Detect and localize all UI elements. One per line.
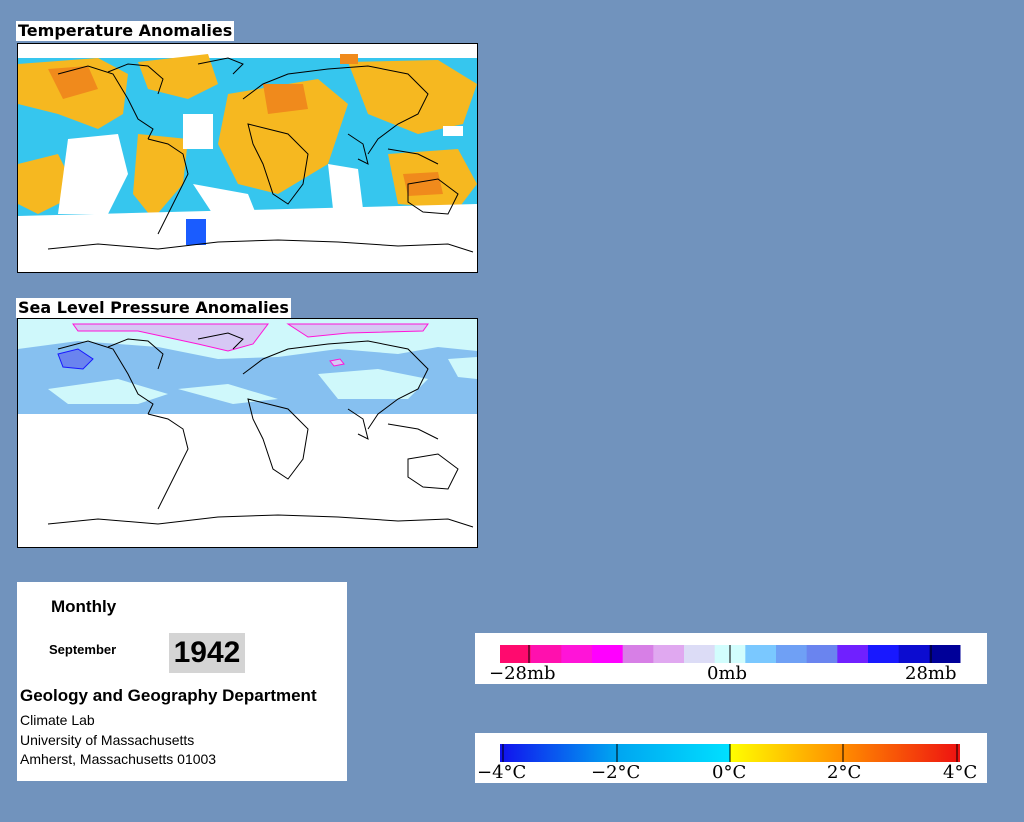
pressure-legend: −28mb 0mb 28mb	[475, 633, 987, 684]
temperature-map-title: Temperature Anomalies	[16, 21, 235, 41]
year-display: 1942	[169, 633, 245, 673]
lab-name: Climate Lab	[20, 712, 95, 728]
pressure-anomaly-map	[17, 318, 478, 548]
strong-cold-anomaly	[186, 219, 206, 245]
pressure-swatch	[684, 645, 716, 663]
pressure-swatch	[776, 645, 808, 663]
high-pressure-areas	[72, 323, 429, 367]
temperature-tick-label: −4°C	[477, 762, 526, 783]
month-label: September	[49, 642, 117, 657]
temperature-legend: −4°C −2°C 0°C 2°C 4°C	[475, 733, 987, 783]
temperature-anomaly-map	[17, 43, 478, 273]
period-label: Monthly	[51, 597, 117, 616]
temperature-tick-marks	[502, 744, 958, 762]
pressure-map-title: Sea Level Pressure Anomalies	[16, 298, 291, 318]
coastlines	[47, 332, 474, 528]
address: Amherst, Massachusetts 01003	[20, 751, 217, 767]
pressure-swatch	[653, 645, 685, 663]
strong-low-pressure	[57, 348, 94, 370]
temperature-tick-label: 4°C	[943, 762, 977, 783]
pressure-swatch	[500, 645, 532, 663]
info-panel: Monthly September 1942 Geology and Geogr…	[17, 582, 347, 781]
temperature-tick-label: −2°C	[591, 762, 640, 783]
pressure-swatch	[837, 645, 869, 663]
pressure-tick-label: −28mb	[489, 663, 556, 684]
pressure-color-scale	[500, 645, 961, 663]
pressure-swatch	[530, 645, 562, 663]
no-data-areas	[18, 114, 477, 272]
strong-warm-areas	[48, 54, 443, 196]
pressure-swatch	[868, 645, 900, 663]
pressure-map-graphic	[18, 319, 477, 547]
university-name: University of Massachusetts	[20, 732, 195, 748]
department-name: Geology and Geography Department	[20, 686, 317, 705]
temperature-map-graphic	[18, 44, 477, 272]
pressure-swatch	[929, 645, 961, 663]
temperature-tick-label: 2°C	[827, 762, 861, 783]
pressure-tick-label: 0mb	[707, 663, 747, 684]
coastlines	[47, 57, 474, 253]
pressure-swatch	[622, 645, 654, 663]
neutral-pockets	[48, 357, 477, 404]
pressure-tick-label: 28mb	[905, 663, 957, 684]
pressure-swatch	[592, 645, 624, 663]
pressure-swatch	[745, 645, 777, 663]
pressure-swatch	[561, 645, 593, 663]
pressure-tick-marks	[528, 645, 932, 663]
temperature-tick-label: 0°C	[712, 762, 746, 783]
pressure-swatch	[898, 645, 930, 663]
pressure-swatch	[806, 645, 838, 663]
